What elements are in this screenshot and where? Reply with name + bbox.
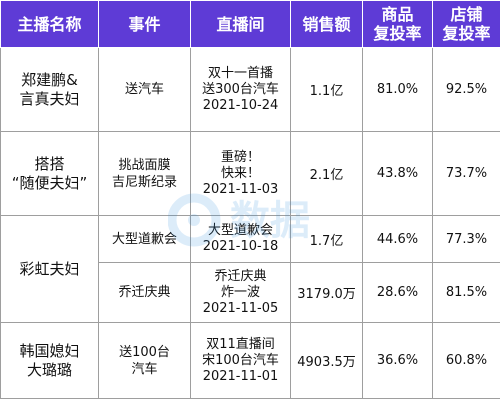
streamer-cell: 彩虹夫妇: [0, 215, 99, 323]
store-repurchase-cell: 81.5%: [432, 262, 500, 323]
sales-cell: 3179.0万: [290, 262, 363, 323]
table-row: 乔迁庆典 乔迁庆典 炸一波 2021-11-05 3179.0万 28.6% 8…: [1, 262, 500, 323]
live-room-cell: 重磅！ 快来！ 2021-11-03: [190, 131, 291, 216]
header-product-repurchase: 商品 复投率: [362, 0, 433, 48]
live-room-cell: 大型道歉会 2021-10-18: [190, 215, 291, 263]
header-store-repurchase: 店铺 复投率: [432, 0, 500, 48]
store-repurchase-cell: 92.5%: [432, 47, 500, 132]
sales-cell: 2.1亿: [290, 131, 363, 216]
product-repurchase-cell: 36.6%: [362, 322, 433, 399]
store-repurchase-cell: 60.8%: [432, 322, 500, 399]
streamer-cell: 韩国媳妇 大璐璐: [0, 322, 99, 399]
streamer-cell: 搭搭 “随便夫妇”: [0, 131, 99, 216]
streamer-cell: 郑建鹏& 言真夫妇: [0, 47, 99, 132]
live-room-cell: 乔迁庆典 炸一波 2021-11-05: [190, 262, 291, 323]
sales-cell: 1.7亿: [290, 215, 363, 263]
event-cell: 乔迁庆典: [98, 262, 191, 323]
event-cell: 挑战面膜 吉尼斯纪录: [98, 131, 191, 216]
event-cell: 送汽车: [98, 47, 191, 132]
header-live-room: 直播间: [190, 0, 291, 48]
product-repurchase-cell: 44.6%: [362, 215, 433, 263]
header-event: 事件: [98, 0, 191, 48]
live-room-cell: 双十一首播 送300台汽车 2021-10-24: [190, 47, 291, 132]
product-repurchase-cell: 28.6%: [362, 262, 433, 323]
event-cell: 大型道歉会: [98, 215, 191, 263]
product-repurchase-cell: 43.8%: [362, 131, 433, 216]
store-repurchase-cell: 77.3%: [432, 215, 500, 263]
live-room-cell: 双11直播间 宋100台汽车 2021-11-01: [190, 322, 291, 399]
table-row: 搭搭 “随便夫妇” 挑战面膜 吉尼斯纪录 重磅！ 快来！ 2021-11-03 …: [0, 131, 500, 216]
header-sales: 销售额: [290, 0, 363, 48]
header-row: 主播名称 事件 直播间 销售额 商品 复投率 店铺 复投率: [0, 0, 500, 48]
product-repurchase-cell: 81.0%: [362, 47, 433, 132]
table-row: 韩国媳妇 大璐璐 送100台 汽车 双11直播间 宋100台汽车 2021-11…: [0, 322, 500, 399]
header-streamer: 主播名称: [0, 0, 99, 48]
store-repurchase-cell: 73.7%: [432, 131, 500, 216]
sales-cell: 1.1亿: [290, 47, 363, 132]
table-row: 郑建鹏& 言真夫妇 送汽车 双十一首播 送300台汽车 2021-10-24 1…: [0, 47, 500, 132]
table-row: 彩虹夫妇 大型道歉会 大型道歉会 2021-10-18 1.7亿 44.6% 7…: [0, 215, 500, 323]
event-cell: 送100台 汽车: [98, 322, 191, 399]
sales-cell: 4903.5万: [290, 322, 363, 399]
